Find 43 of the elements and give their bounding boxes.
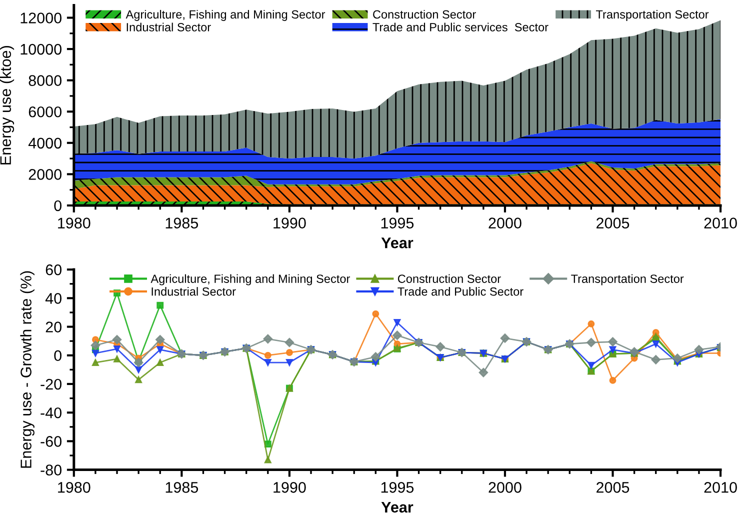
y-axis-title: Energy use (ktoe) <box>0 46 14 164</box>
legend-label: Industrial Sector <box>126 22 211 32</box>
legend-label: Trade and Public Sector <box>398 287 524 296</box>
x-tick-label: 1985 <box>166 218 198 228</box>
legend-label: Agriculture, Fishing and Mining Sector <box>126 10 326 21</box>
x-tick-label: 1990 <box>274 218 306 228</box>
y-tick-label: 6000 <box>28 106 62 118</box>
legend-label: Industrial Sector <box>152 287 236 296</box>
x-tick-label: 2005 <box>596 482 630 493</box>
y-tick-label: -80 <box>40 464 62 476</box>
x-tick-label: 1980 <box>58 218 90 228</box>
x-tick-label: 1995 <box>381 218 414 228</box>
y-tick-label: 10000 <box>20 44 62 55</box>
legend-label: Construction Sector <box>398 274 501 283</box>
legend-label: Trade and Public services Sector <box>372 22 548 32</box>
y-tick-label: 8000 <box>28 75 62 86</box>
y-axis-title: Energy use - Growth rate (%) <box>20 271 34 468</box>
legend-label: Construction Sector <box>373 10 476 19</box>
y-tick-label: -60 <box>40 436 62 447</box>
x-tick-label: 1985 <box>166 482 198 493</box>
y-tick-label: 4000 <box>28 138 62 149</box>
x-tick-label: 2010 <box>704 482 737 493</box>
x-axis-title: Year <box>381 502 414 513</box>
legend-label: Transportation Sector <box>571 274 684 286</box>
y-tick-label: -20 <box>40 378 62 390</box>
legend-label: Agriculture, Fishing and Mining Sector <box>150 274 350 286</box>
x-tick-label: 1995 <box>381 482 414 493</box>
x-tick-label: 2000 <box>488 218 522 228</box>
x-tick-label: 2005 <box>596 218 630 228</box>
x-tick-label: 2010 <box>704 218 737 228</box>
x-axis-title: Year <box>381 238 414 248</box>
y-tick-label: 0 <box>54 200 62 212</box>
y-tick-label: -40 <box>40 407 62 418</box>
x-tick-label: 1980 <box>58 482 90 493</box>
x-tick-label: 2000 <box>488 482 522 493</box>
legend-label: Transportation Sector <box>596 10 709 21</box>
y-tick-label: 0 <box>54 350 62 362</box>
x-tick-label: 1990 <box>274 482 306 493</box>
y-tick-label: 40 <box>45 293 62 304</box>
y-tick-label: 20 <box>46 322 62 332</box>
y-tick-label: 12000 <box>20 12 62 24</box>
y-tick-label: 60 <box>46 264 62 276</box>
y-tick-label: 2000 <box>28 169 62 180</box>
